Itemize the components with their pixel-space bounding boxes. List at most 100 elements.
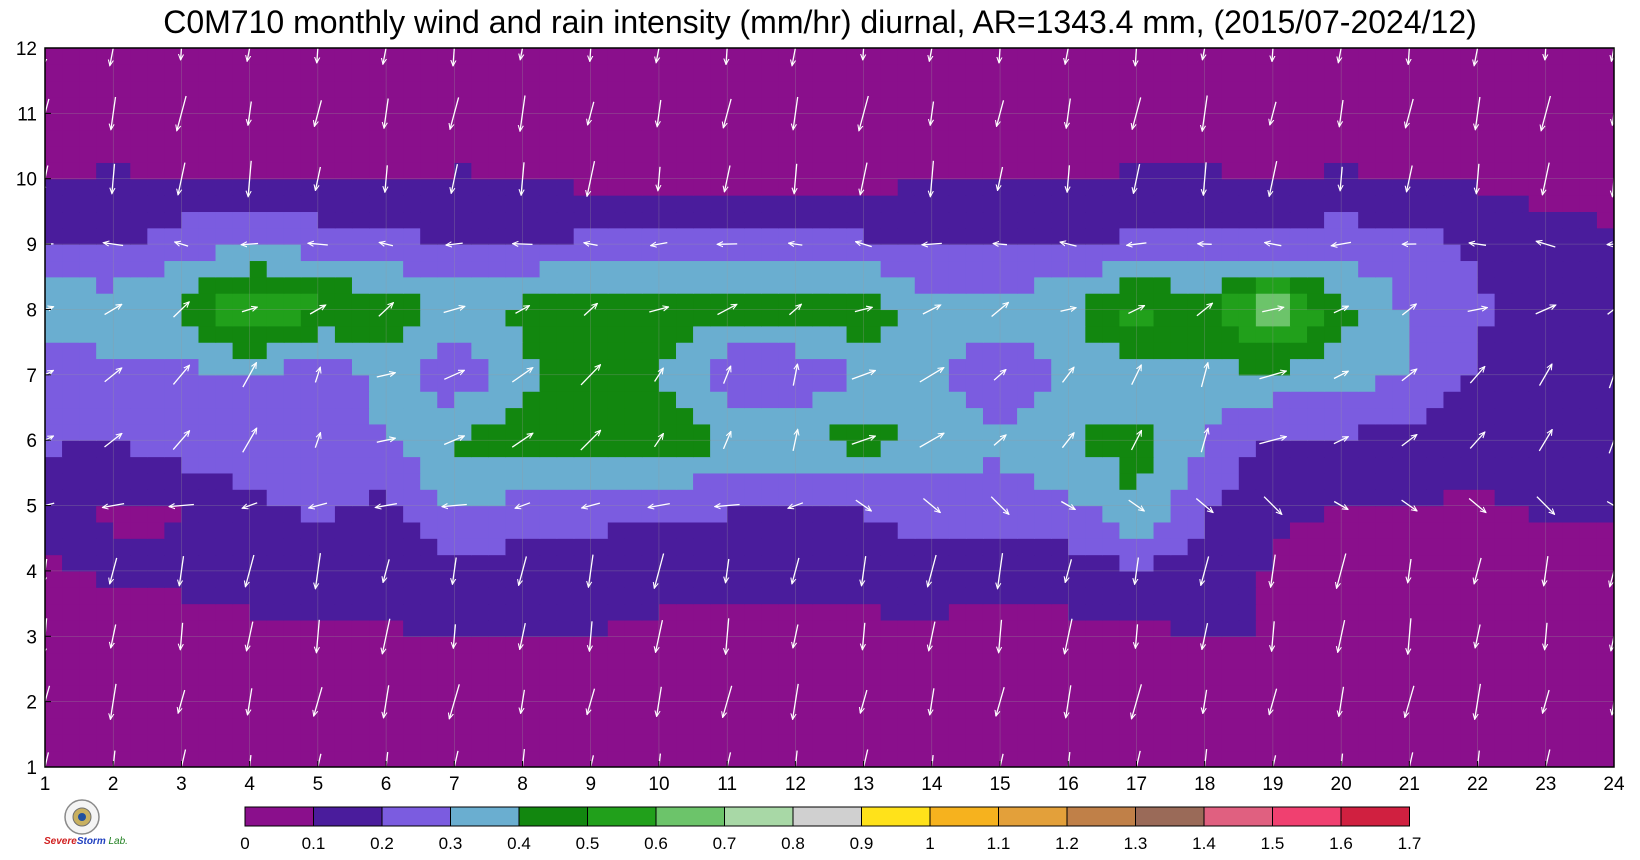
- field-cell: [710, 603, 728, 621]
- field-cell: [1409, 456, 1427, 474]
- field-cell: [556, 244, 575, 262]
- field-cell: [863, 293, 882, 311]
- field-cell: [505, 195, 524, 213]
- field-cell: [437, 538, 455, 556]
- field-cell: [693, 260, 711, 278]
- field-cell: [539, 554, 558, 572]
- field-cell: [1085, 423, 1103, 441]
- field-cell: [1426, 407, 1445, 425]
- field-cell: [761, 652, 779, 670]
- field-cell: [1341, 685, 1359, 703]
- field-cell: [1324, 652, 1342, 670]
- field-cell: [590, 162, 609, 180]
- field-cell: [1153, 685, 1172, 703]
- field-cell: [1272, 64, 1291, 82]
- field-cell: [982, 554, 1001, 572]
- x-tick-label: 9: [585, 774, 596, 795]
- field-cell: [1085, 260, 1103, 278]
- field-cell: [147, 668, 165, 686]
- field-cell: [1392, 358, 1410, 376]
- field-cell: [181, 211, 200, 229]
- field-cell: [1545, 603, 1564, 621]
- field-cell: [249, 407, 268, 425]
- field-cell: [1579, 619, 1598, 637]
- field-cell: [249, 211, 268, 229]
- wind-arrow: [385, 165, 387, 192]
- field-cell: [982, 309, 1001, 327]
- wind-arrow: [314, 687, 323, 716]
- field-cell: [437, 244, 455, 262]
- wind-arrow: [859, 95, 869, 131]
- field-cell: [1409, 146, 1427, 163]
- field-cell: [624, 407, 643, 425]
- field-cell: [539, 276, 558, 294]
- field-cell: [79, 717, 97, 735]
- field-cell: [1324, 325, 1342, 343]
- field-cell: [1187, 195, 1206, 213]
- field-cell: [1085, 325, 1103, 343]
- field-cell: [1511, 129, 1530, 147]
- field-cell: [1307, 472, 1325, 490]
- field-cell: [1494, 668, 1513, 686]
- field-cell: [317, 211, 336, 229]
- field-cell: [931, 129, 950, 147]
- field-cell: [386, 325, 404, 343]
- field-cell: [965, 456, 984, 474]
- field-cell: [1494, 178, 1513, 196]
- field-cell: [556, 97, 575, 114]
- field-cell: [1289, 717, 1308, 735]
- field-cell: [641, 734, 660, 752]
- field-cell: [1102, 195, 1121, 213]
- colorbar-swatch: [1340, 806, 1410, 827]
- field-cell: [1562, 227, 1581, 245]
- field-cell: [931, 521, 950, 539]
- field-cell: [624, 489, 643, 507]
- field-cell: [1409, 129, 1427, 147]
- field-cell: [846, 309, 865, 327]
- field-cell: [1187, 734, 1206, 752]
- field-cell: [386, 554, 404, 572]
- field-cell: [1187, 97, 1206, 114]
- field-cell: [1511, 113, 1530, 131]
- field-cell: [710, 260, 728, 278]
- field-cell: [1000, 554, 1018, 572]
- field-cell: [624, 668, 643, 686]
- field-cell: [1017, 603, 1035, 621]
- field-cell: [676, 636, 694, 654]
- field-cell: [727, 619, 745, 637]
- field-cell: [1443, 276, 1462, 294]
- field-cell: [79, 570, 97, 588]
- field-cell: [454, 701, 472, 719]
- field-cell: [1579, 701, 1598, 719]
- field-cell: [198, 162, 217, 180]
- field-cell: [232, 162, 251, 180]
- colorbar-label: 1.4: [1192, 834, 1216, 853]
- field-cell: [1596, 521, 1614, 539]
- field-cell: [658, 587, 677, 605]
- field-cell: [1017, 146, 1035, 163]
- field-cell: [1102, 309, 1121, 327]
- field-cell: [539, 636, 558, 654]
- field-cell: [607, 97, 626, 114]
- field-cell: [624, 685, 643, 703]
- field-cell: [130, 276, 148, 294]
- field-cell: [62, 195, 80, 213]
- field-cell: [710, 685, 728, 703]
- field-cell: [471, 685, 490, 703]
- field-cell: [420, 570, 438, 588]
- field-cell: [266, 685, 285, 703]
- field-cell: [744, 129, 762, 147]
- field-cell: [1358, 195, 1376, 213]
- field-cell: [1341, 652, 1359, 670]
- field-cell: [369, 423, 387, 441]
- wind-arrow: [862, 556, 867, 586]
- field-cell: [1579, 603, 1598, 621]
- field-cell: [573, 603, 592, 621]
- field-cell: [1238, 195, 1257, 213]
- field-cell: [1460, 603, 1479, 621]
- field-cell: [147, 554, 165, 572]
- field-cell: [96, 227, 114, 245]
- field-cell: [812, 440, 831, 458]
- field-cell: [1511, 603, 1530, 621]
- field-cell: [1477, 260, 1496, 278]
